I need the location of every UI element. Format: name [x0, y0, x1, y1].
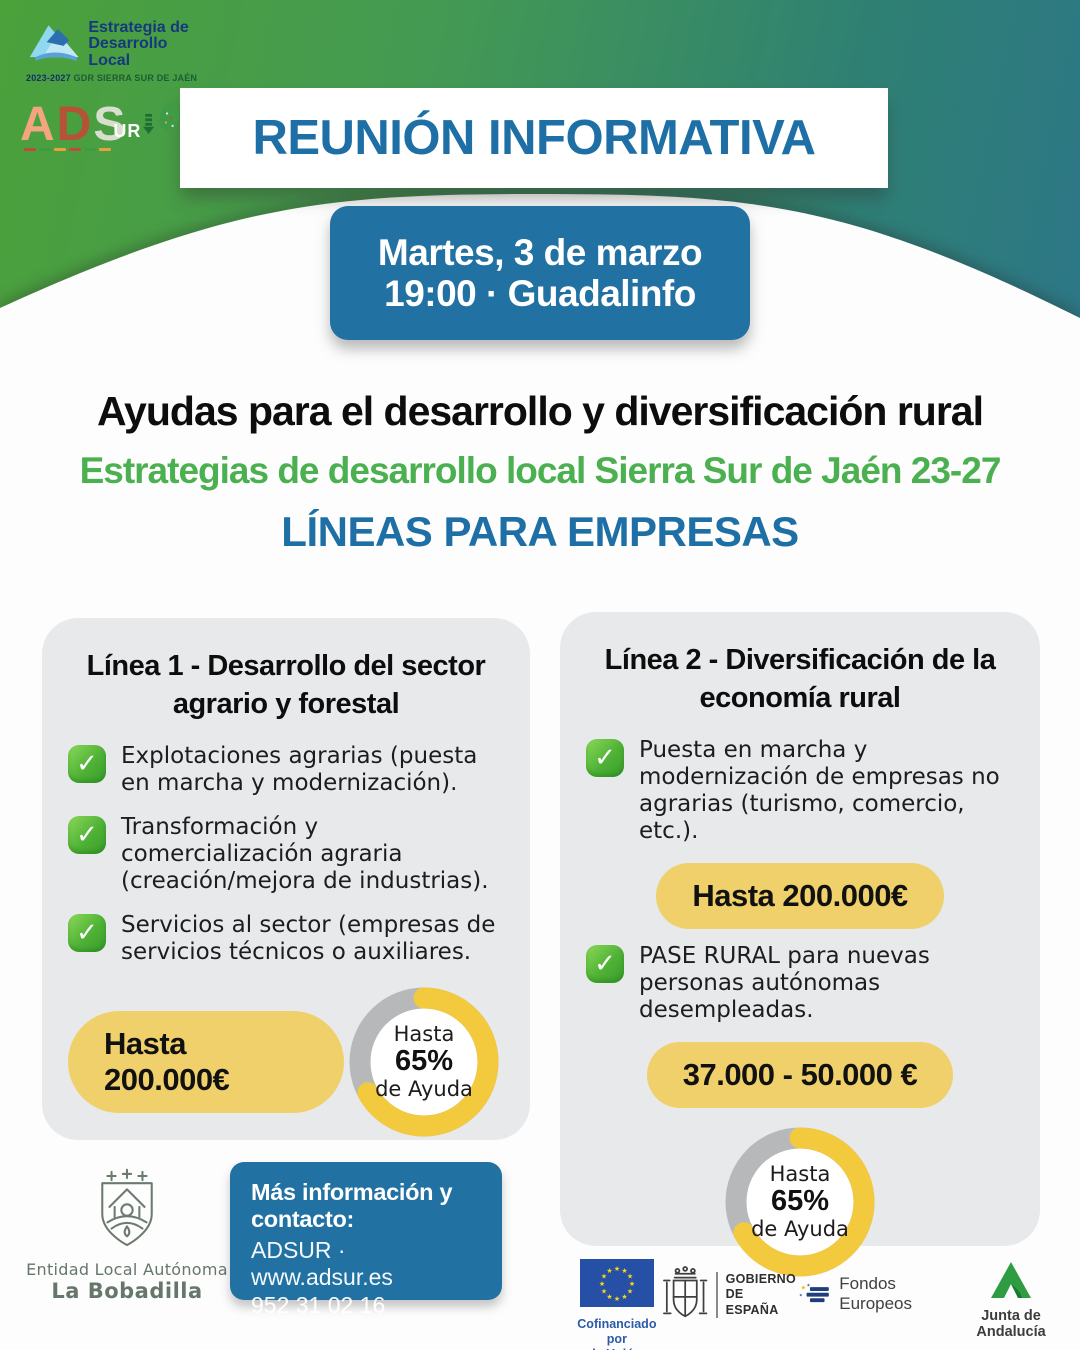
- svg-text:★: ★: [606, 1293, 612, 1301]
- date-line: Martes, 3 de marzo: [377, 231, 703, 273]
- svg-text:★: ★: [599, 1280, 605, 1288]
- svg-text:★: ★: [601, 1273, 607, 1281]
- contact-title: Más información y contacto:: [251, 1179, 453, 1232]
- date-box: Martes, 3 de marzo 19:00 · Guadalinfo: [330, 206, 750, 340]
- svg-text:★: ★: [621, 1267, 627, 1275]
- list-item-text: Servicios al sector (empresas de servici…: [121, 911, 496, 965]
- amount-pill-label: Hasta 200.000€: [104, 1025, 230, 1097]
- svg-text:★: ★: [621, 1293, 627, 1301]
- bobadilla-name-label: La Bobadilla: [51, 1279, 203, 1303]
- subtitle: Estrategias de desarrollo local Sierra S…: [79, 450, 1002, 491]
- banner: REUNIÓN INFORMATIVA: [180, 88, 888, 188]
- bobadilla-crest-icon: [101, 1168, 153, 1247]
- junta-andalucia-logo: Junta de Andalucía: [954, 1260, 1068, 1340]
- time-place-line: 19:00 · Guadalinfo: [384, 273, 696, 314]
- edl-logo: Estrategia de Desarrollo Local 2023-2027…: [26, 18, 206, 83]
- adsur-letter-a: A: [20, 97, 55, 151]
- adsur-logo-tagline: [24, 148, 180, 151]
- donut-label-top: Hasta: [393, 1021, 455, 1046]
- svg-text:★: ★: [627, 1273, 633, 1281]
- fondos-europeos-label: Fondos Europeos: [839, 1274, 913, 1313]
- bobadilla-logo: Entidad Local Autónoma La Bobadilla: [22, 1168, 232, 1303]
- edl-logo-line1: Estrategia de: [88, 18, 189, 36]
- list-item: Transformación y comercialización agrari…: [68, 814, 504, 895]
- donut-label-bottom: de Ayuda: [751, 1216, 849, 1241]
- edl-logo-years: 2023-2027: [26, 73, 71, 83]
- contact-phone: 952 31 02 16: [251, 1292, 386, 1318]
- banner-title: REUNIÓN INFORMATIVA: [252, 111, 816, 165]
- list-item-text: PASE RURAL para nuevas personas autónoma…: [639, 943, 930, 1023]
- footer-logos: ★★★ ★★★ ★★★ ★★★ Cofinanciado por la Unió…: [572, 1258, 1068, 1350]
- gobierno-label-line2: DE ESPAÑA: [725, 1287, 779, 1317]
- check-icon: [586, 739, 624, 778]
- section-title: LÍNEAS PARA EMPRESAS: [281, 508, 799, 555]
- adsur-letters-ur: UR: [113, 121, 142, 141]
- junta-andalucia-label: Junta de Andalucía: [976, 1308, 1046, 1340]
- list-item: Servicios al sector (empresas de servici…: [68, 912, 504, 966]
- svg-text:★: ★: [601, 1288, 607, 1296]
- eu-flag-icon: ★ ★★ ★★★ ★★★ ★★★: [579, 1259, 654, 1307]
- list-item-text: Explotaciones agrarias (puesta en marcha…: [121, 743, 478, 797]
- svg-text:★: ★: [614, 1265, 620, 1273]
- spain-coat-of-arms-icon: [662, 1266, 708, 1318]
- list-item: Puesta en marcha y modernización de empr…: [586, 737, 1014, 845]
- card-linea-2: Línea 2 - Diversificación de la economía…: [560, 612, 1040, 1277]
- amount-pill: Hasta 200.000€: [656, 863, 944, 929]
- fondos-europeos-logo: ★ ★ ★ Fondos Europeos: [798, 1274, 954, 1314]
- divider: [716, 1272, 718, 1318]
- list-item-text: Transformación y comercialización agrari…: [121, 814, 489, 894]
- svg-text:★: ★: [629, 1280, 635, 1288]
- card-linea-2-title: Línea 2 - Diversificación de la economía…: [604, 644, 996, 714]
- amount-pill-label: 37.000 - 50.000 €: [682, 1056, 918, 1092]
- edl-logo-org: GDR SIERRA SUR DE JAÉN: [73, 73, 198, 83]
- card-linea-1: Línea 1 - Desarrollo del sector agrario …: [42, 618, 530, 1140]
- list-item-text: Puesta en marcha y modernización de empr…: [639, 737, 1000, 845]
- eu-cofunded-logo: ★★★ ★★★ ★★★ ★★★ Cofinanciado por la Unió…: [572, 1258, 662, 1350]
- amount-pill-label: Hasta 200.000€: [692, 878, 908, 913]
- adsur-letter-s: S: [93, 97, 126, 151]
- donut-chart: Hasta 65% de Ayuda: [344, 982, 504, 1142]
- check-icon: [68, 745, 106, 784]
- card-linea-1-title: Línea 1 - Desarrollo del sector agrario …: [86, 650, 486, 720]
- donut-label-top: Hasta: [769, 1161, 831, 1186]
- check-icon: [586, 945, 624, 983]
- svg-text:★: ★: [606, 1267, 612, 1275]
- contact-website: ADSUR · www.adsur.es: [251, 1237, 393, 1290]
- contact-box: Más información y contacto: ADSUR · www.…: [230, 1162, 502, 1318]
- list-item: PASE RURAL para nuevas personas autónoma…: [586, 943, 1014, 1024]
- eu-caption-line1: Cofinanciado por: [577, 1317, 657, 1346]
- svg-text:★: ★: [800, 1285, 805, 1292]
- amount-pill: 37.000 - 50.000 €: [646, 1041, 954, 1108]
- edl-mountains-icon: [29, 25, 79, 61]
- adsur-letter-d: D: [56, 97, 92, 151]
- donut-chart: Hasta 65% de Ayuda: [720, 1122, 880, 1282]
- svg-text:★: ★: [614, 1295, 620, 1303]
- main-title: Ayudas para el desarrollo y diversificac…: [96, 388, 984, 434]
- fondos-europeos-icon: ★ ★ ★: [799, 1282, 829, 1303]
- adsur-territory-map-icon: [158, 104, 179, 131]
- adsur-logo: A D S UR: [20, 92, 180, 151]
- svg-text:★: ★: [627, 1288, 633, 1296]
- check-icon: [68, 816, 106, 855]
- adsur-arrow-down-icon: [143, 113, 155, 135]
- donut-percent: 65%: [394, 1044, 454, 1077]
- list-item: Explotaciones agrarias (puesta en marcha…: [68, 743, 504, 797]
- bobadilla-entity-label: Entidad Local Autónoma: [26, 1260, 228, 1279]
- edl-logo-line2: Desarrollo Local: [88, 35, 168, 70]
- gobierno-espana-logo: GOBIERNO DE ESPAÑA: [662, 1264, 798, 1326]
- junta-andalucia-icon: [991, 1262, 1032, 1298]
- donut-percent: 65%: [770, 1184, 830, 1217]
- check-icon: [68, 913, 106, 952]
- svg-text:★: ★: [799, 1293, 803, 1299]
- donut-label-bottom: de Ayuda: [375, 1076, 473, 1101]
- svg-text:★: ★: [806, 1282, 810, 1288]
- amount-pill: Hasta 200.000€: [68, 1010, 344, 1113]
- gobierno-label-line1: GOBIERNO: [725, 1271, 797, 1286]
- eu-caption-line2: la Unión Europea: [572, 1347, 662, 1350]
